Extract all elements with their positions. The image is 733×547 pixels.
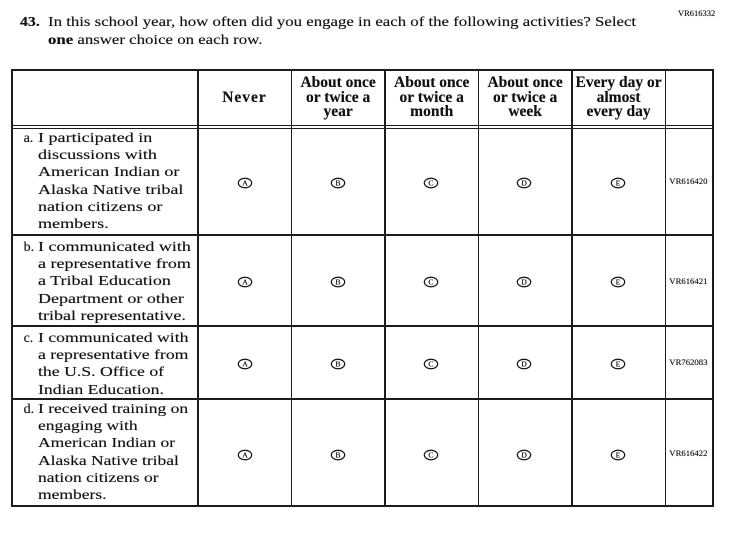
svg-text:D: D [521,360,527,369]
svg-text:D: D [521,450,527,459]
svg-text:E: E [615,360,620,369]
svg-text:B: B [335,360,340,369]
svg-text:E: E [615,450,620,459]
svg-text:B: B [335,450,340,459]
svg-text:C: C [429,360,434,369]
svg-text:A: A [242,277,248,286]
svg-text:A: A [242,450,248,459]
svg-text:C: C [429,450,434,459]
svg-text:E: E [615,179,620,188]
svg-text:D: D [521,277,527,286]
svg-text:E: E [615,277,620,286]
svg-text:B: B [335,277,340,286]
svg-text:C: C [429,277,434,286]
svg-text:C: C [429,179,434,188]
svg-text:D: D [521,179,527,188]
svg-text:A: A [242,360,248,369]
svg-text:B: B [335,179,340,188]
svg-text:A: A [242,179,248,188]
